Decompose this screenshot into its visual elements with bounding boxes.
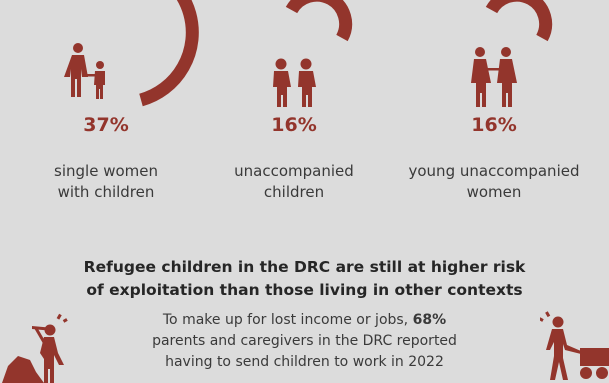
stat-label-line: women [466,183,522,201]
percentage-arc [485,0,553,42]
stat-young-women: 16% young unaccompanied women [394,0,594,210]
stat-single-women: 37% single women with children [6,0,206,210]
stat-label: single women with children [6,161,206,203]
body-text: To make up for lost income or jobs, 68% … [110,310,499,373]
body-line: To make up for lost income or jobs, 68% [110,310,499,331]
stat-unaccompanied-children: 16% unaccompanied children [194,0,394,210]
stat-label-line: children [263,183,325,201]
stat-label-line: with children [57,183,155,201]
child-mining-icon [2,313,68,383]
two-women-icon [471,47,517,107]
body-line: parents and caregivers in the DRC report… [152,333,457,349]
woman-with-child-icon [64,43,105,99]
stat-percent: 16% [271,114,317,136]
stat-label: unaccompanied children [194,161,394,203]
child-pushing-cart-icon [540,311,609,380]
headline-line: Refugee children in the DRC are still at… [83,258,526,276]
body-line: having to send children to work in 2022 [165,354,444,370]
two-children-icon [273,58,316,107]
percentage-arc [285,0,353,42]
stat-label: young unaccompanied women [394,161,594,203]
stat-percent: 16% [471,114,517,136]
body-text-part: To make up for lost income or jobs, [162,312,413,328]
stat-label-line: unaccompanied [234,162,354,180]
stat-percent: 37% [83,114,129,136]
highlight-percent: 68% [412,312,447,328]
stat-label-line: young unaccompanied [408,162,580,180]
stat-label-line: single women [54,162,158,180]
headline-line: of exploitation than those living in oth… [86,281,523,299]
headline: Refugee children in the DRC are still at… [40,256,569,302]
percentage-arc [139,0,199,107]
